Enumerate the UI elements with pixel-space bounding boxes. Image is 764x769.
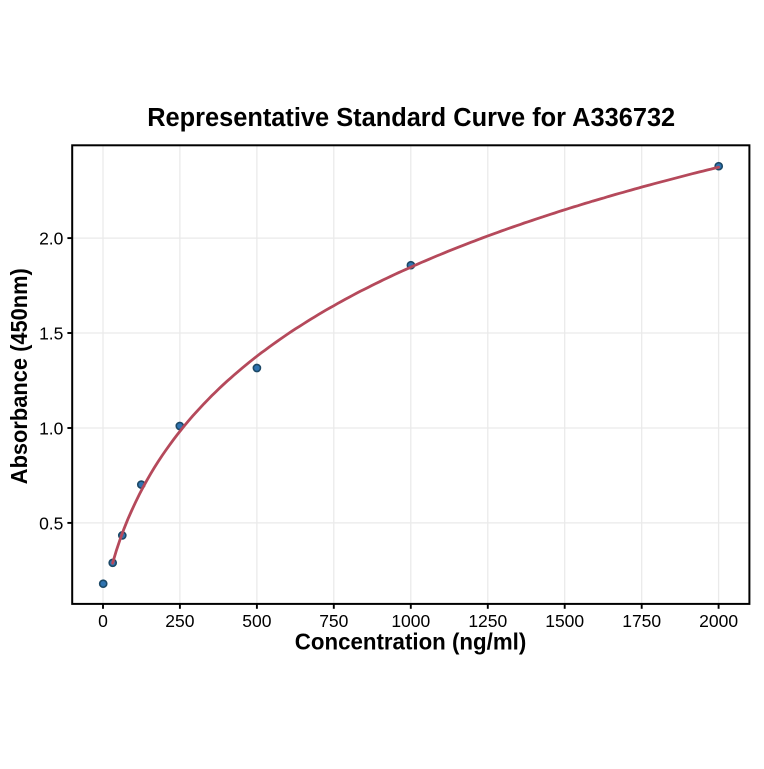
- svg-text:Concentration (ng/ml): Concentration (ng/ml): [295, 629, 527, 655]
- svg-text:0: 0: [98, 611, 108, 631]
- svg-text:2000: 2000: [699, 611, 738, 631]
- svg-text:250: 250: [165, 611, 194, 631]
- svg-text:1.5: 1.5: [39, 324, 63, 344]
- svg-text:0.5: 0.5: [39, 514, 63, 534]
- svg-text:1250: 1250: [468, 611, 507, 631]
- svg-text:500: 500: [242, 611, 271, 631]
- svg-text:1.0: 1.0: [39, 419, 64, 439]
- svg-text:1750: 1750: [622, 611, 661, 631]
- svg-text:750: 750: [319, 611, 348, 631]
- svg-text:Representative Standard Curve: Representative Standard Curve for A33673…: [147, 104, 675, 132]
- svg-text:Absorbance (450nm): Absorbance (450nm): [6, 268, 32, 484]
- svg-text:1000: 1000: [391, 611, 430, 631]
- svg-text:2.0: 2.0: [39, 229, 64, 249]
- svg-text:1500: 1500: [545, 611, 584, 631]
